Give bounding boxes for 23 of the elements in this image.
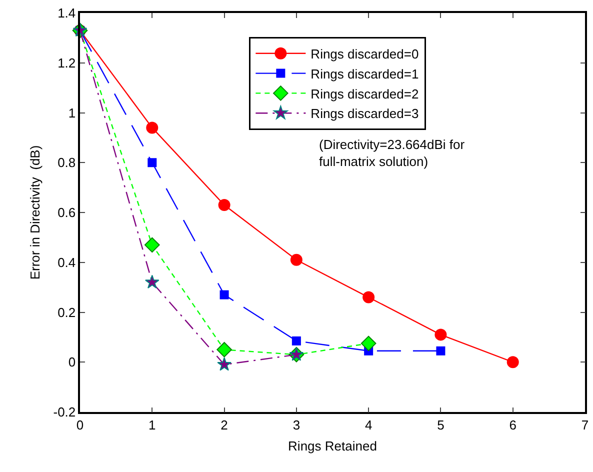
x-tick-label: 6 — [509, 417, 516, 432]
legend-label: Rings discarded=3 — [310, 106, 419, 122]
legend-label: Rings discarded=0 — [310, 46, 419, 62]
y-tick-label: 1.2 — [58, 55, 76, 70]
x-tick-label: 2 — [220, 417, 228, 432]
y-tick-label: 0.4 — [58, 254, 76, 270]
annotation: (Directivity=23.664dBi for full-matrix solution) — [319, 137, 466, 169]
y-axis-title: Error in Directivity (dB) — [28, 145, 43, 280]
x-tick-label: 5 — [437, 417, 444, 432]
y-tick-label: 0.6 — [58, 205, 76, 220]
y-tick-label: -0.2 — [53, 404, 76, 420]
y-tick-label: 0.2 — [58, 304, 76, 320]
legend-label: Rings discarded=2 — [310, 86, 419, 102]
x-axis-title: Rings Retained — [288, 438, 377, 454]
y-tick-label: 1.4 — [58, 6, 76, 21]
x-tick-label: 3 — [292, 417, 300, 432]
x-tick-label: 1 — [148, 417, 156, 432]
x-tick-label: 7 — [581, 417, 589, 432]
y-tick-label: 0 — [68, 354, 76, 370]
y-tick-label: 1 — [68, 105, 76, 120]
legend-label: Rings discarded=1 — [310, 66, 419, 82]
x-tick-label: 4 — [364, 417, 372, 432]
y-tick-label: 0.8 — [58, 155, 76, 170]
